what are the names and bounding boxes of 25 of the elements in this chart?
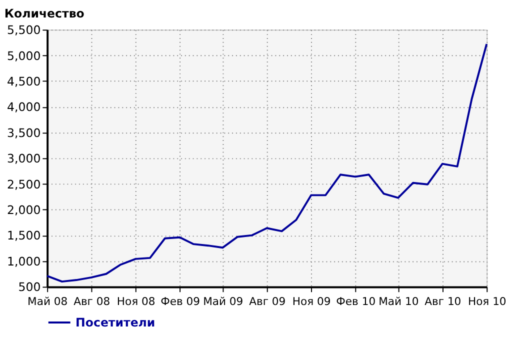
x-tick-label: Фев 10 [336, 294, 376, 308]
legend-label: Посетители [76, 315, 156, 330]
y-tick-label: 2,500 [7, 177, 41, 192]
y-tick-label: 5,500 [7, 23, 41, 38]
x-tick-label: Авг 10 [424, 294, 462, 308]
y-tick-label: 500 [18, 280, 41, 294]
y-tick-label: 1,000 [7, 254, 41, 268]
y-tick-label: 4,500 [7, 74, 41, 88]
x-tick-label: Май 09 [203, 294, 244, 308]
x-tick-label: Ноя 08 [116, 294, 156, 308]
x-tick-label: Фев 09 [160, 294, 200, 308]
y-tick-label: 4,000 [7, 100, 41, 114]
x-tick-label: Ноя 09 [292, 294, 331, 308]
y-tick-label: 1,500 [7, 228, 41, 243]
x-tick-label: Ноя 10 [468, 294, 506, 308]
y-axis-title: Количество [4, 6, 84, 20]
y-tick-label: 2,000 [7, 203, 41, 218]
x-tick-label: Авг 09 [249, 294, 286, 308]
x-tick-label: Авг 08 [74, 294, 110, 308]
y-tick-label: 3,000 [7, 152, 41, 166]
y-tick-label: 5,000 [7, 48, 41, 63]
x-tick-label: Май 10 [378, 294, 419, 308]
line-series [46, 43, 488, 283]
x-tick-label: Май 08 [28, 294, 68, 308]
y-tick-label: 3,500 [7, 126, 41, 140]
